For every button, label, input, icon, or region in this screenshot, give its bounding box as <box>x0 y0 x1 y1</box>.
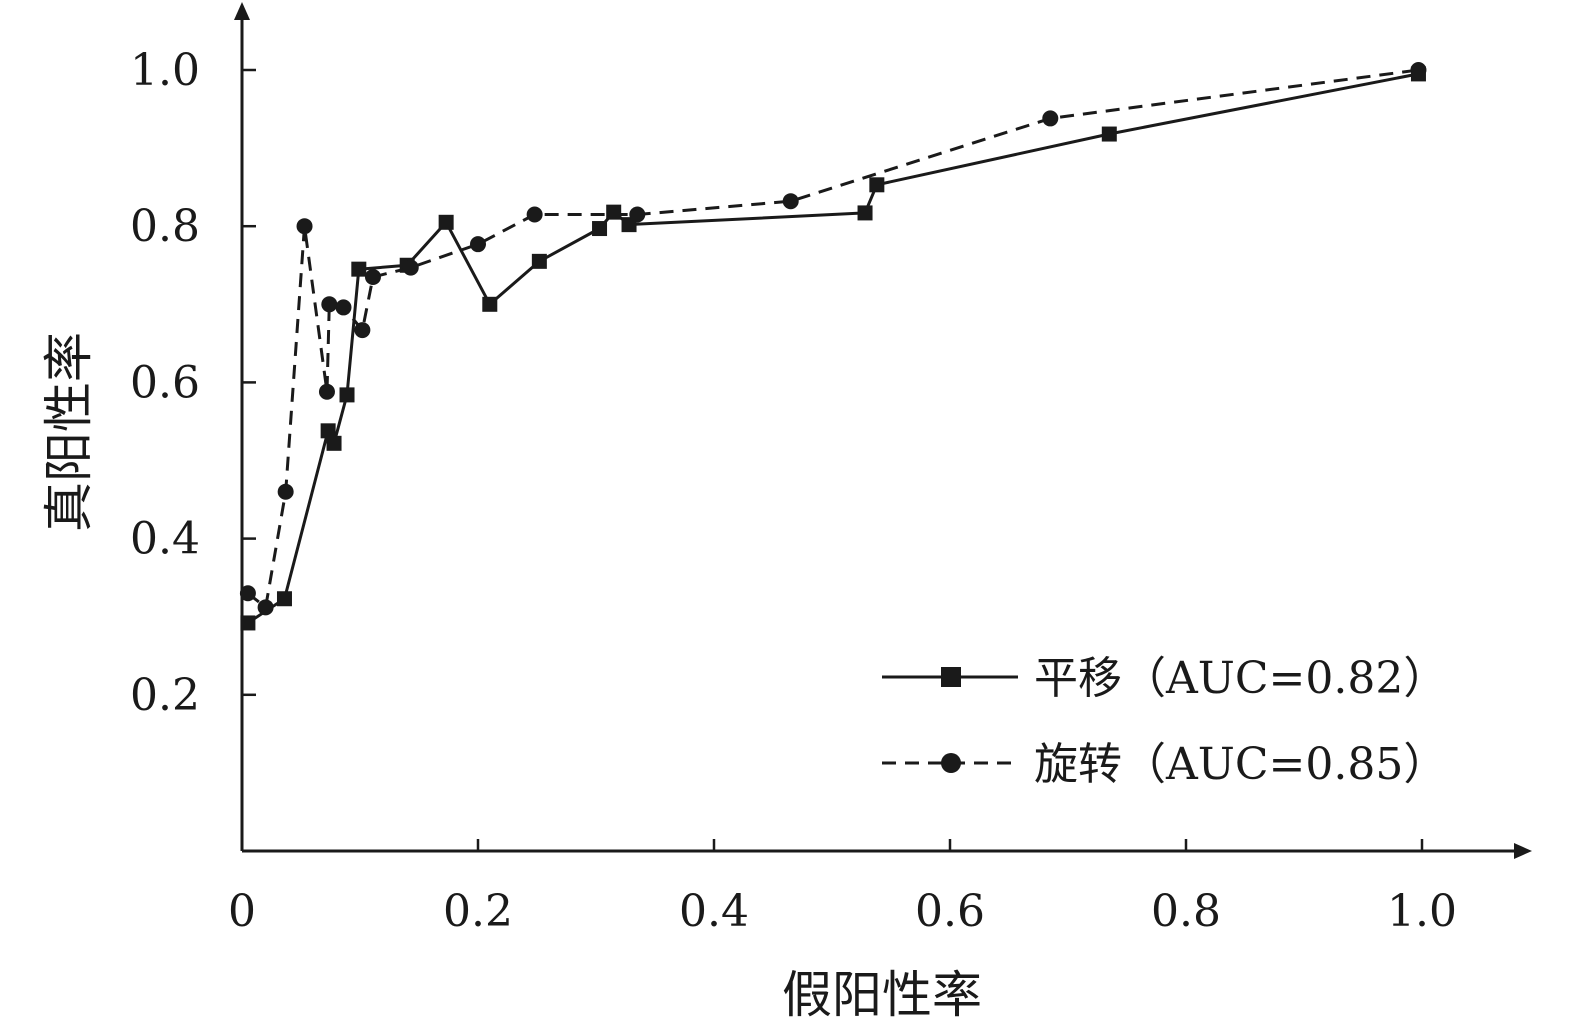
data-point-square <box>351 261 367 277</box>
data-point-square <box>592 221 608 237</box>
legend: 平移（AUC=0.82） 旋转（AUC=0.85） <box>882 653 1447 790</box>
data-point-square <box>482 296 498 312</box>
data-point-circle <box>1410 62 1427 78</box>
data-point-circle <box>1042 110 1059 127</box>
series-rotation <box>239 62 1427 616</box>
series-layer <box>239 62 1427 631</box>
series-translation <box>240 66 1426 631</box>
data-point-circle <box>402 259 419 276</box>
data-point-circle <box>318 383 335 400</box>
legend-marker-circle <box>941 753 961 773</box>
y-ticks: 0.2 0.4 0.6 0.8 1.0 <box>130 45 256 721</box>
x-tick-label: 0 <box>228 886 256 937</box>
data-point-square <box>857 205 873 221</box>
data-point-square <box>438 214 454 230</box>
x-ticks: 0 0.2 0.4 0.6 0.8 1.0 <box>228 839 1457 937</box>
x-tick-label: 0.4 <box>679 886 749 937</box>
data-point-circle <box>257 599 274 616</box>
data-point-circle <box>526 206 543 223</box>
axes <box>234 2 1532 859</box>
data-point-square <box>320 423 336 439</box>
data-point-circle <box>239 585 256 602</box>
x-tick-label: 0.6 <box>915 886 985 937</box>
y-axis-arrow <box>234 2 250 20</box>
data-point-circle <box>296 218 313 235</box>
data-point-circle <box>354 322 371 339</box>
data-point-circle <box>364 268 381 285</box>
x-tick-label: 0.8 <box>1151 886 1221 937</box>
y-axis-title: 真阳性率 <box>40 332 98 532</box>
data-point-circle <box>629 206 646 223</box>
legend-marker-square <box>941 667 961 687</box>
y-tick-label: 0.6 <box>130 357 200 408</box>
data-point-circle <box>321 296 338 313</box>
data-point-square <box>606 204 622 220</box>
data-point-circle <box>335 299 352 316</box>
data-point-circle <box>277 483 294 500</box>
data-point-circle <box>782 193 799 210</box>
data-point-square <box>531 253 547 269</box>
data-point-square <box>276 591 292 607</box>
x-axis-arrow <box>1514 843 1532 859</box>
x-axis-title: 假阳性率 <box>782 966 982 1024</box>
legend-label: 旋转（AUC=0.85） <box>1034 739 1447 790</box>
data-point-circle <box>470 236 486 253</box>
y-tick-label: 0.4 <box>130 514 200 565</box>
series-line <box>246 68 1419 609</box>
x-tick-label: 1.0 <box>1387 886 1457 937</box>
y-tick-label: 1.0 <box>130 45 200 96</box>
data-point-square <box>240 615 256 631</box>
data-point-square <box>326 435 342 451</box>
x-tick-label: 0.2 <box>443 886 513 937</box>
legend-label: 平移（AUC=0.82） <box>1034 653 1447 704</box>
y-tick-label: 0.2 <box>130 670 200 721</box>
data-point-square <box>869 177 885 193</box>
data-point-square <box>339 387 355 403</box>
y-tick-label: 0.8 <box>130 201 200 252</box>
series-line <box>247 72 1419 625</box>
data-point-square <box>1101 126 1117 142</box>
